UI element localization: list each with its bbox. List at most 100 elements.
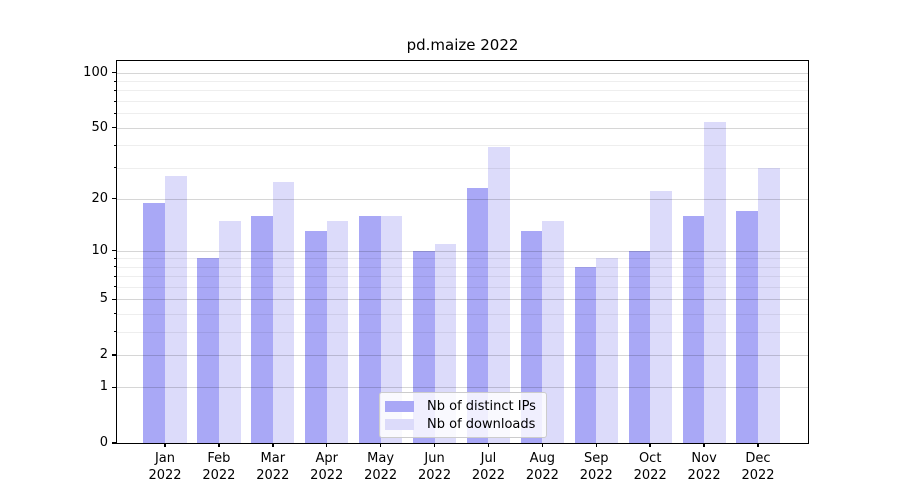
x-tick-month: Nov bbox=[691, 451, 717, 466]
y-minor-tick-mark bbox=[114, 112, 117, 114]
y-tick-label: 1 bbox=[99, 379, 108, 395]
y-tick-label: 50 bbox=[91, 119, 108, 135]
x-tick-month: Jun bbox=[424, 451, 445, 466]
gridline-minor bbox=[117, 101, 808, 103]
y-minor-tick-mark bbox=[114, 80, 117, 82]
bar-distinct-ips bbox=[143, 202, 165, 443]
bar-downloads bbox=[542, 220, 564, 443]
bar-downloads bbox=[488, 147, 511, 443]
bar-distinct-ips bbox=[736, 211, 758, 443]
gridline-minor bbox=[117, 331, 808, 333]
x-tick-label: Oct 2022 bbox=[622, 450, 678, 484]
x-tick-mark bbox=[326, 443, 328, 447]
bar-downloads bbox=[650, 191, 672, 443]
x-tick-month: Apr bbox=[315, 451, 338, 466]
gridline-major bbox=[117, 127, 808, 129]
y-tick-label: 0 bbox=[99, 435, 108, 450]
x-tick-label: Aug 2022 bbox=[514, 450, 570, 484]
x-tick-month: Dec bbox=[745, 451, 771, 466]
x-tick-mark bbox=[757, 443, 759, 447]
y-tick-mark bbox=[112, 298, 117, 300]
gridline-major bbox=[117, 387, 808, 389]
gridline-minor bbox=[117, 266, 808, 268]
legend: Nb of distinct IPs Nb of downloads bbox=[379, 392, 547, 438]
gridline-minor bbox=[117, 81, 808, 83]
gridline-minor bbox=[117, 286, 808, 288]
x-tick-month: Jan bbox=[154, 451, 176, 466]
bar-downloads bbox=[380, 215, 403, 443]
bar-downloads bbox=[704, 121, 726, 443]
x-tick-month: Sep bbox=[584, 451, 609, 466]
y-tick-mark bbox=[112, 72, 117, 74]
bar-distinct-ips bbox=[197, 258, 219, 443]
x-tick-year: 2022 bbox=[741, 468, 775, 483]
y-minor-tick-mark bbox=[114, 266, 117, 268]
bar-distinct-ips bbox=[574, 266, 597, 443]
x-tick-year: 2022 bbox=[148, 468, 182, 483]
bar-distinct-ips bbox=[466, 188, 489, 443]
bar-distinct-ips bbox=[359, 215, 381, 443]
bar-downloads bbox=[165, 175, 187, 443]
x-tick-month: Jul bbox=[480, 451, 497, 466]
bar-downloads bbox=[326, 220, 349, 443]
x-tick-label: Dec 2022 bbox=[730, 450, 786, 484]
x-tick-year: 2022 bbox=[364, 468, 398, 483]
x-tick-year: 2022 bbox=[202, 468, 236, 483]
x-tick-label: Jan 2022 bbox=[137, 450, 193, 484]
gridline-minor bbox=[117, 313, 808, 315]
bar-distinct-ips bbox=[682, 215, 705, 443]
y-minor-tick-mark bbox=[114, 89, 117, 91]
x-tick-month: Feb bbox=[207, 451, 231, 466]
x-tick-mark bbox=[541, 443, 544, 447]
x-tick-year: 2022 bbox=[525, 468, 559, 483]
x-tick-label: May 2022 bbox=[353, 450, 409, 484]
gridline-major bbox=[117, 299, 808, 301]
x-tick-label: Jun 2022 bbox=[407, 450, 463, 484]
legend-entry-distinct-ips: Nb of distinct IPs bbox=[385, 398, 538, 414]
y-tick-label: 10 bbox=[91, 242, 108, 258]
y-tick-label: 5 bbox=[99, 291, 108, 307]
y-tick-label: 100 bbox=[83, 64, 108, 80]
x-tick-mark bbox=[272, 443, 274, 447]
y-tick-label: 20 bbox=[91, 190, 108, 206]
x-tick-mark bbox=[703, 443, 705, 447]
y-minor-tick-mark bbox=[114, 100, 117, 102]
x-tick-mark bbox=[379, 443, 382, 447]
gridline-major bbox=[117, 72, 808, 74]
x-tick-year: 2022 bbox=[418, 468, 452, 483]
y-minor-tick-mark bbox=[114, 144, 117, 146]
legend-label-downloads: Nb of downloads bbox=[427, 416, 536, 432]
bar-distinct-ips bbox=[251, 215, 273, 443]
x-tick-month: Oct bbox=[638, 451, 662, 466]
bar-downloads bbox=[218, 220, 241, 443]
legend-swatch-distinct-ips bbox=[385, 400, 414, 412]
gridline-minor bbox=[117, 258, 808, 260]
bar-downloads bbox=[758, 167, 780, 443]
y-tick-mark bbox=[112, 442, 117, 444]
y-minor-tick-mark bbox=[114, 257, 117, 259]
y-tick-mark bbox=[112, 126, 117, 129]
x-tick-mark bbox=[433, 443, 436, 447]
x-tick-year: 2022 bbox=[471, 468, 505, 483]
gridline-major bbox=[117, 250, 808, 252]
y-tick-mark bbox=[112, 249, 117, 252]
x-tick-label: Jul 2022 bbox=[460, 450, 516, 484]
x-tick-year: 2022 bbox=[633, 468, 667, 483]
legend-label-distinct-ips: Nb of distinct IPs bbox=[427, 398, 536, 414]
y-minor-tick-mark bbox=[114, 331, 117, 333]
x-tick-year: 2022 bbox=[310, 468, 344, 483]
x-tick-label: Apr 2022 bbox=[299, 450, 355, 484]
bar-downloads bbox=[596, 258, 618, 443]
y-tick-mark bbox=[112, 354, 117, 356]
y-minor-tick-mark bbox=[114, 286, 117, 288]
x-tick-year: 2022 bbox=[687, 468, 721, 483]
x-tick-month: May bbox=[367, 451, 395, 466]
gridline-minor bbox=[117, 167, 808, 169]
bar-distinct-ips bbox=[520, 231, 543, 443]
legend-entry-downloads: Nb of downloads bbox=[385, 416, 538, 432]
x-tick-month: Aug bbox=[529, 451, 556, 466]
x-tick-mark bbox=[649, 443, 651, 447]
y-minor-tick-mark bbox=[114, 275, 117, 277]
gridline-minor bbox=[117, 113, 808, 115]
bar-distinct-ips bbox=[628, 250, 651, 443]
